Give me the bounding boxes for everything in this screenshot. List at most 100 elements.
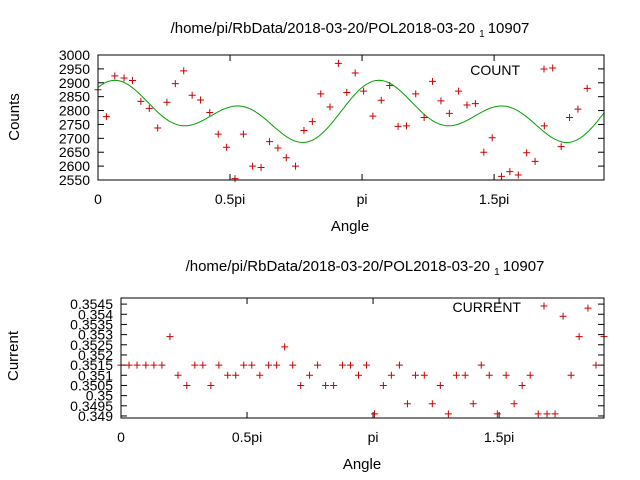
data-point [171, 80, 179, 88]
y-tick-label: 2800 [59, 103, 90, 119]
data-point [488, 134, 496, 142]
x-tick-label: 0.5pi [232, 429, 262, 445]
data-point [188, 91, 196, 99]
data-point [224, 371, 232, 379]
data-point [297, 381, 305, 389]
data-point [514, 171, 522, 179]
y-axis-label: Counts [6, 93, 23, 141]
x-tick-label: 0 [117, 429, 125, 445]
data-point [429, 77, 437, 85]
data-point [543, 410, 551, 418]
data-point [300, 127, 308, 135]
data-point [289, 361, 297, 369]
data-point [510, 400, 518, 408]
y-tick-label: 0.3495 [70, 398, 113, 414]
x-tick-label: 1.5pi [479, 191, 509, 207]
data-point [584, 304, 592, 312]
data-point [461, 371, 469, 379]
y-tick-label: 0.3525 [70, 337, 113, 353]
data-point [199, 361, 207, 369]
y-tick-label: 2750 [59, 116, 90, 132]
data-point [274, 144, 282, 152]
data-point [526, 371, 534, 379]
data-point [428, 400, 436, 408]
y-tick-label: 0.352 [78, 347, 113, 363]
data-point [485, 371, 493, 379]
y-tick-label: 0.3535 [70, 316, 113, 332]
data-point [330, 381, 338, 389]
data-point [248, 361, 256, 369]
x-tick-label: 0.5pi [215, 191, 245, 207]
data-point [111, 72, 119, 80]
data-point [326, 103, 334, 111]
data-point [523, 149, 531, 157]
data-point [314, 361, 322, 369]
data-point [351, 69, 359, 77]
data-point [420, 114, 428, 121]
data-point [502, 371, 510, 379]
legend-marker [540, 65, 548, 73]
y-tick-label: 2650 [59, 144, 90, 160]
data-point [469, 400, 477, 408]
data-point [197, 96, 205, 104]
data-point [480, 148, 488, 156]
data-point [412, 90, 420, 98]
data-point [566, 114, 574, 121]
data-point [395, 361, 403, 369]
data-point [534, 410, 542, 418]
data-point [207, 381, 215, 389]
chart-title: /home/pi/RbData/2018-03-20/POL2018-03-20… [171, 20, 530, 40]
y-tick-label: 0.351 [78, 367, 113, 383]
chart-title: /home/pi/RbData/2018-03-20/POL2018-03-20… [186, 258, 545, 278]
data-point [338, 361, 346, 369]
x-axis-label: Angle [343, 456, 381, 473]
y-tick-label: 2550 [59, 172, 90, 188]
data-point [386, 82, 394, 90]
data-point [158, 361, 166, 369]
data-point [150, 361, 158, 369]
legend: COUNT [470, 62, 548, 78]
data-point [540, 122, 548, 130]
data-point [575, 333, 583, 341]
data-point [369, 112, 377, 120]
data-point [531, 157, 539, 165]
data-point [471, 100, 479, 108]
data-point [154, 124, 162, 132]
y-tick-label: 0.354 [78, 306, 113, 322]
data-point [281, 343, 289, 351]
y-tick-label: 2700 [59, 130, 90, 146]
data-point [273, 361, 281, 369]
data-point [317, 90, 325, 98]
data-point [559, 312, 567, 320]
y-tick-label: 0.3515 [70, 357, 113, 373]
axis-ticks: 0.3490.34950.350.35050.3510.35150.3520.3… [70, 296, 604, 445]
data-point [145, 104, 153, 112]
data-point [142, 361, 150, 369]
y-tick-label: 0.349 [78, 408, 113, 424]
data-point [249, 162, 257, 170]
data-point [240, 361, 248, 369]
data-point [551, 410, 559, 418]
data-point [477, 361, 485, 369]
legend-marker-group [540, 65, 548, 73]
y-tick-label: 2850 [59, 89, 90, 105]
fit-line [97, 79, 605, 144]
data-point [363, 361, 371, 369]
data-point [215, 361, 223, 369]
data-point [497, 172, 505, 180]
plot-frame [120, 297, 605, 419]
data-point [452, 371, 460, 379]
data-point [163, 98, 171, 106]
data-point [436, 381, 444, 389]
data-point [557, 143, 565, 151]
data-point [322, 381, 330, 389]
data-point [206, 109, 214, 116]
data-point [174, 371, 182, 379]
y-tick-label: 2950 [59, 61, 90, 77]
data-point [518, 381, 526, 389]
data-point [437, 97, 445, 105]
data-point [493, 410, 501, 418]
data-point [403, 400, 411, 408]
x-tick-label: pi [368, 429, 379, 445]
